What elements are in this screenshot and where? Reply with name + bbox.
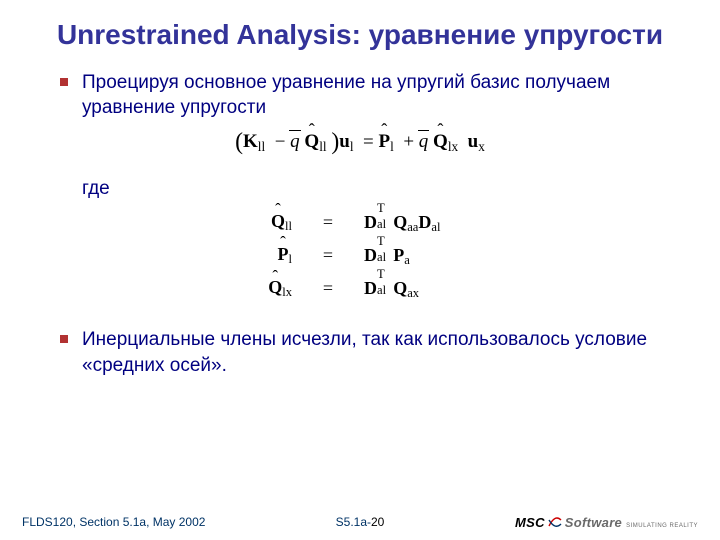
footer: FLDS120, Section 5.1a, May 2002 S5.1a-20… [0, 514, 720, 530]
bullet-item: Проецируя основное уравнение на упругий … [60, 70, 660, 121]
main-equation: (Kll − q Qll )ul = Pl + q Qlx ux [60, 129, 660, 156]
bullet-item: Инерциальные члены исчезли, так как испо… [60, 327, 660, 378]
footer-left: FLDS120, Section 5.1a, May 2002 [22, 515, 205, 529]
where-label: где [82, 178, 660, 200]
slide-title: Unrestrained Analysis: уравнение упругос… [0, 0, 720, 60]
msc-software-logo: MSC Software SIMULATING REALITY [515, 514, 698, 530]
bullet-marker [60, 335, 68, 343]
def-row: Qlx = DTalQax [232, 272, 488, 305]
def-row: Qll = DTalQaaDal [232, 206, 488, 239]
bullet-text: Инерциальные члены исчезли, так как испо… [82, 327, 660, 378]
bullet-marker [60, 78, 68, 86]
logo-swoosh-icon [547, 514, 563, 530]
bullet-text: Проецируя основное уравнение на упругий … [82, 70, 660, 121]
def-row: Pl = DTalPa [232, 239, 488, 272]
equation-definitions: Qll = DTalQaaDal Pl = DTalPa Qlx = DTalQ… [60, 206, 660, 305]
slide-content: Проецируя основное уравнение на упругий … [0, 60, 720, 379]
footer-center: S5.1a-20 [336, 515, 385, 529]
